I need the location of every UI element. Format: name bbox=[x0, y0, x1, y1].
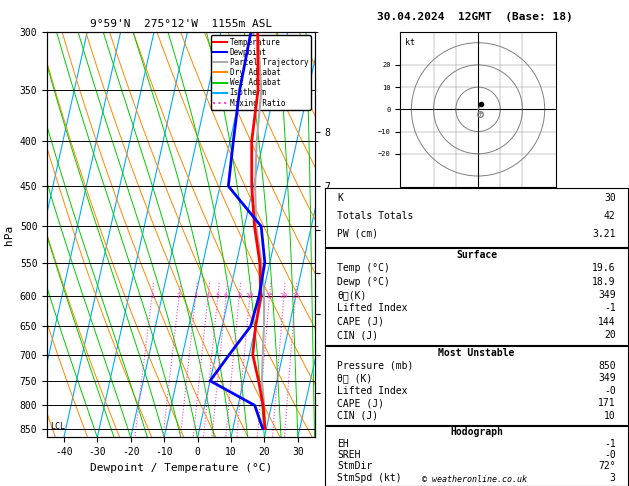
Text: 144: 144 bbox=[598, 317, 616, 327]
Text: +: + bbox=[478, 109, 483, 118]
Text: K: K bbox=[337, 193, 343, 203]
Text: 42: 42 bbox=[604, 211, 616, 221]
Y-axis label: hPa: hPa bbox=[4, 225, 14, 244]
Text: LCL: LCL bbox=[50, 422, 65, 431]
Text: 850: 850 bbox=[598, 361, 616, 370]
Text: CAPE (J): CAPE (J) bbox=[337, 317, 384, 327]
Text: SREH: SREH bbox=[337, 450, 361, 460]
Text: 10: 10 bbox=[604, 411, 616, 421]
Legend: Temperature, Dewpoint, Parcel Trajectory, Dry Adiabat, Wet Adiabat, Isotherm, Mi: Temperature, Dewpoint, Parcel Trajectory… bbox=[211, 35, 311, 110]
Text: 20: 20 bbox=[604, 330, 616, 340]
Text: Mixing Ratio (g/kg): Mixing Ratio (g/kg) bbox=[336, 187, 345, 282]
Text: 3: 3 bbox=[610, 472, 616, 483]
Text: 2: 2 bbox=[177, 293, 181, 299]
Text: Most Unstable: Most Unstable bbox=[438, 348, 515, 358]
Y-axis label: km
ASL: km ASL bbox=[342, 235, 360, 256]
Text: 20: 20 bbox=[280, 293, 288, 299]
Text: 30: 30 bbox=[604, 193, 616, 203]
Text: Lifted Index: Lifted Index bbox=[337, 303, 408, 313]
Text: Temp (°C): Temp (°C) bbox=[337, 263, 390, 274]
Text: 25: 25 bbox=[291, 293, 299, 299]
Text: Surface: Surface bbox=[456, 250, 497, 260]
Text: Totals Totals: Totals Totals bbox=[337, 211, 414, 221]
Text: -1: -1 bbox=[604, 439, 616, 449]
Text: 171: 171 bbox=[598, 398, 616, 408]
Text: CIN (J): CIN (J) bbox=[337, 411, 379, 421]
Text: PW (cm): PW (cm) bbox=[337, 228, 379, 239]
Text: -0: -0 bbox=[604, 450, 616, 460]
Text: 8: 8 bbox=[237, 293, 242, 299]
Text: 18.9: 18.9 bbox=[592, 277, 616, 287]
X-axis label: Dewpoint / Temperature (°C): Dewpoint / Temperature (°C) bbox=[90, 463, 272, 473]
Text: StmSpd (kt): StmSpd (kt) bbox=[337, 472, 402, 483]
Text: -0: -0 bbox=[604, 386, 616, 396]
Text: θᴇ(K): θᴇ(K) bbox=[337, 290, 367, 300]
Text: 3.21: 3.21 bbox=[592, 228, 616, 239]
Text: 349: 349 bbox=[598, 373, 616, 383]
Text: 10: 10 bbox=[245, 293, 254, 299]
Text: 349: 349 bbox=[598, 290, 616, 300]
Text: 5: 5 bbox=[216, 293, 220, 299]
Text: Hodograph: Hodograph bbox=[450, 427, 503, 437]
Text: 4: 4 bbox=[206, 293, 210, 299]
Text: 15: 15 bbox=[265, 293, 274, 299]
Text: -1: -1 bbox=[604, 303, 616, 313]
Text: 19.6: 19.6 bbox=[592, 263, 616, 274]
Text: Dewp (°C): Dewp (°C) bbox=[337, 277, 390, 287]
Text: CAPE (J): CAPE (J) bbox=[337, 398, 384, 408]
Text: © weatheronline.co.uk: © weatheronline.co.uk bbox=[423, 474, 527, 484]
Title: 9°59'N  275°12'W  1155m ASL: 9°59'N 275°12'W 1155m ASL bbox=[90, 19, 272, 30]
Text: kt: kt bbox=[404, 38, 415, 47]
Text: Pressure (mb): Pressure (mb) bbox=[337, 361, 414, 370]
Text: θᴇ (K): θᴇ (K) bbox=[337, 373, 372, 383]
Text: 6: 6 bbox=[224, 293, 228, 299]
Text: CIN (J): CIN (J) bbox=[337, 330, 379, 340]
Text: 30.04.2024  12GMT  (Base: 18): 30.04.2024 12GMT (Base: 18) bbox=[377, 12, 573, 22]
Text: 3: 3 bbox=[194, 293, 198, 299]
Text: EH: EH bbox=[337, 439, 349, 449]
Text: 72°: 72° bbox=[598, 461, 616, 471]
Text: StmDir: StmDir bbox=[337, 461, 372, 471]
Text: Lifted Index: Lifted Index bbox=[337, 386, 408, 396]
Text: 1: 1 bbox=[150, 293, 154, 299]
